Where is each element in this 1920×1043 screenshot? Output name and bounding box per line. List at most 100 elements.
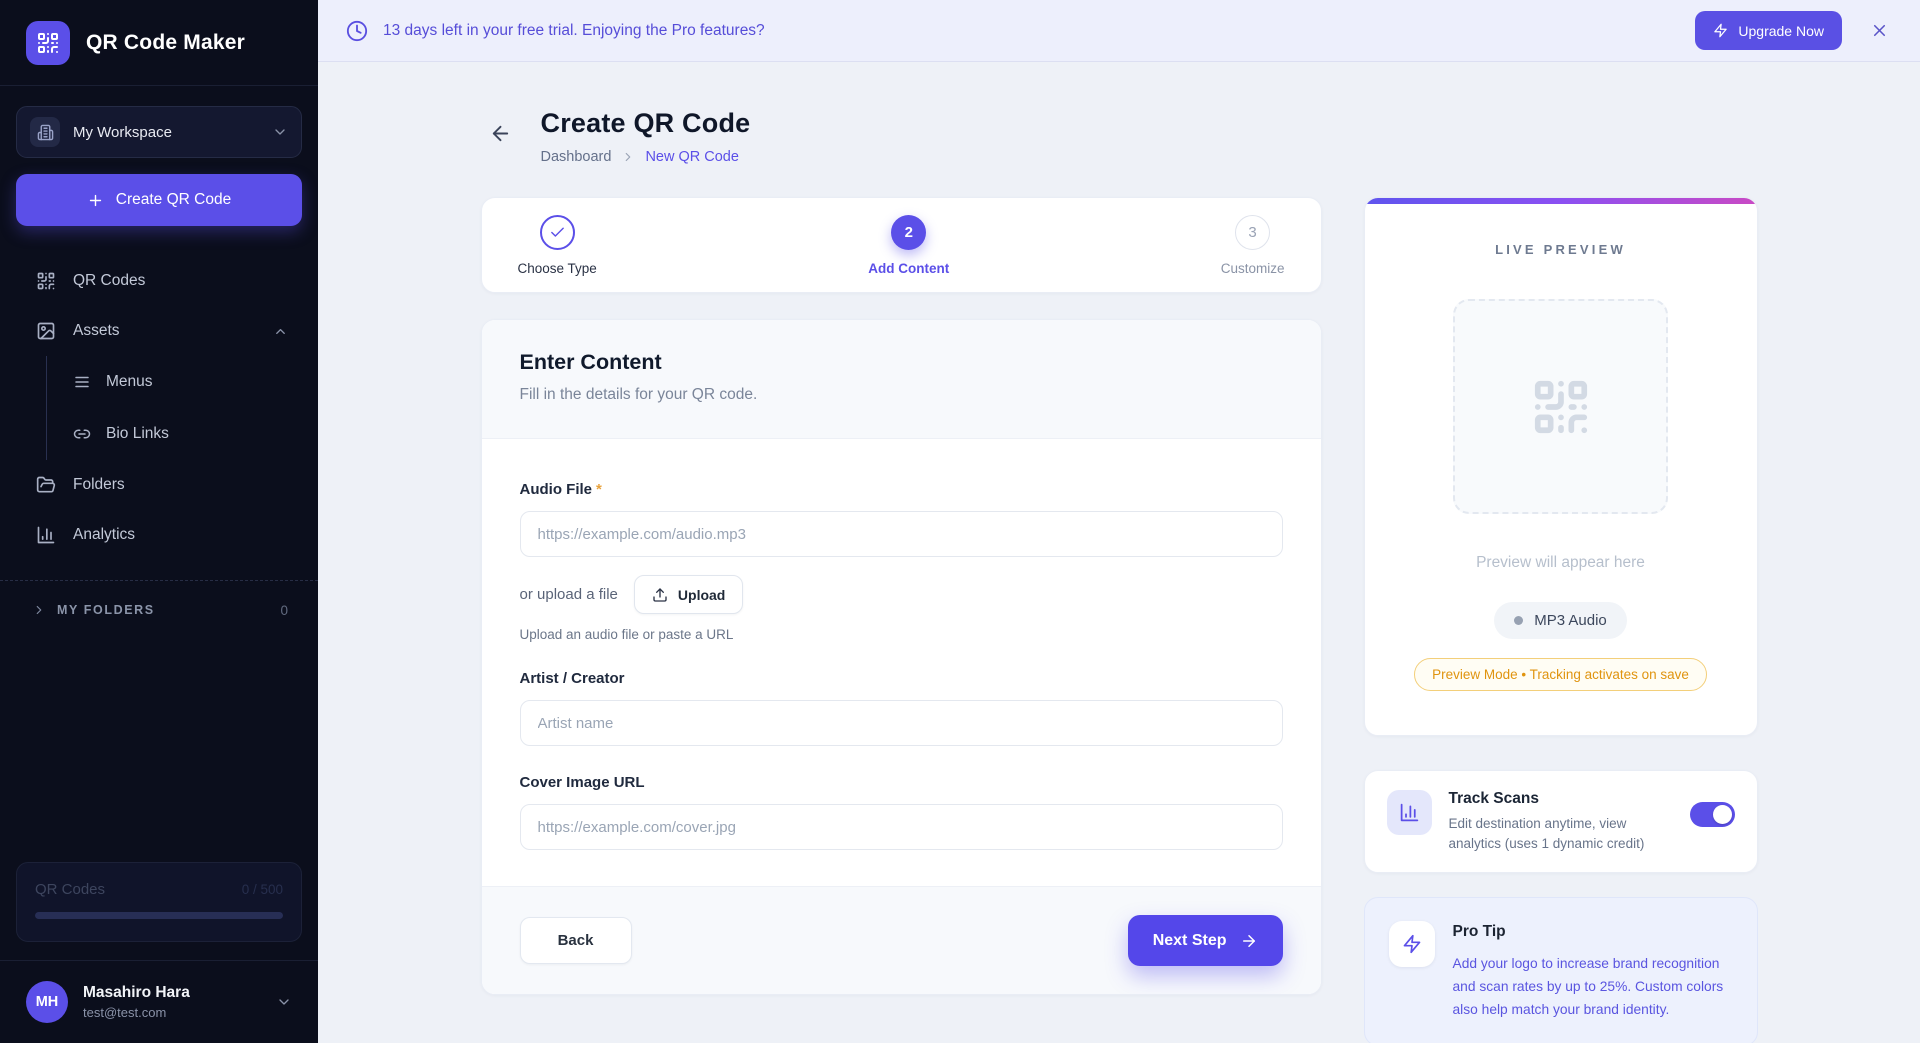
field-artist: Artist / Creator xyxy=(519,670,1283,746)
content-scroll: Create QR Code Dashboard New QR Code xyxy=(318,62,1920,1043)
next-step-button[interactable]: Next Step xyxy=(1127,915,1283,966)
arrow-left-icon xyxy=(492,125,508,141)
sidebar: QR Code Maker My Workspace Create QR Cod… xyxy=(0,0,318,1043)
sidebar-item-qr-codes[interactable]: QR Codes xyxy=(0,256,318,306)
preview-mode-badge: Preview Mode • Tracking activates on sav… xyxy=(1414,658,1707,691)
analytics-chart-icon xyxy=(1386,790,1432,835)
my-folders-count: 0 xyxy=(280,602,288,618)
live-preview-card: LIVE PREVIEW Preview will appear here MP… xyxy=(1363,197,1758,736)
lightning-icon xyxy=(1388,921,1435,968)
upgrade-now-button[interactable]: Upgrade Now xyxy=(1695,11,1842,50)
sidebar-divider xyxy=(0,580,318,581)
sidebar-item-label: Menus xyxy=(106,373,153,390)
cover-image-input[interactable] xyxy=(519,804,1283,850)
upload-button[interactable]: Upload xyxy=(633,575,744,614)
plus-icon xyxy=(89,194,101,206)
chevron-up-icon xyxy=(276,328,285,334)
trial-banner-text: 13 days left in your free trial. Enjoyin… xyxy=(383,21,765,39)
user-email: test@test.com xyxy=(83,1005,167,1020)
page-title: Create QR Code xyxy=(540,108,751,138)
step-add-content[interactable]: 2 Add Content xyxy=(868,214,950,276)
workspace-label: My Workspace xyxy=(73,123,172,141)
pro-tip-card: Pro Tip Add your logo to increase brand … xyxy=(1363,897,1758,1043)
sidebar-item-label: QR Codes xyxy=(73,272,146,289)
back-button[interactable]: Back xyxy=(519,917,632,964)
sidebar-item-label: Folders xyxy=(73,476,125,493)
breadcrumb: Dashboard New QR Code xyxy=(541,149,751,165)
usage-progress-bar xyxy=(35,912,283,919)
form-title: Enter Content xyxy=(519,350,662,374)
create-qr-code-label: Create QR Code xyxy=(115,191,232,208)
page-header: Create QR Code Dashboard New QR Code xyxy=(481,108,1758,165)
track-scans-description: Edit destination anytime, view analytics… xyxy=(1448,816,1645,851)
menu-list-icon xyxy=(75,376,89,388)
step-number-circle: 3 xyxy=(1235,214,1271,250)
live-preview-title: LIVE PREVIEW xyxy=(1495,242,1626,257)
form-subtitle: Fill in the details for your QR code. xyxy=(519,386,758,403)
link-icon xyxy=(73,429,91,439)
clock-icon xyxy=(346,20,368,41)
artist-input[interactable] xyxy=(519,700,1283,746)
my-folders-toggle[interactable]: MY FOLDERS 0 xyxy=(0,581,318,639)
sidebar-item-bio-links[interactable]: Bio Links xyxy=(73,408,318,460)
usage-label: QR Codes xyxy=(35,881,106,898)
sidebar-item-assets[interactable]: Assets xyxy=(0,306,318,356)
breadcrumb-dashboard[interactable]: Dashboard xyxy=(540,149,612,165)
app-title: QR Code Maker xyxy=(86,30,245,54)
toggle-knob xyxy=(1712,805,1732,824)
app-logo: QR Code Maker xyxy=(0,0,318,86)
form-header: Enter Content Fill in the details for yo… xyxy=(481,320,1321,439)
sidebar-nav: QR Codes Assets Menus Bio Links Folde xyxy=(0,256,318,560)
upload-button-label: Upload xyxy=(677,586,726,603)
step-label: Customize xyxy=(1220,260,1285,276)
step-choose-type[interactable]: Choose Type xyxy=(517,214,597,276)
track-scans-toggle[interactable] xyxy=(1689,802,1735,827)
sidebar-item-analytics[interactable]: Analytics xyxy=(0,510,318,560)
workspace-selector[interactable]: My Workspace xyxy=(16,106,302,158)
field-audio-file: Audio File* or upload a file Upload xyxy=(519,481,1283,642)
check-icon xyxy=(550,227,564,237)
sidebar-item-menus[interactable]: Menus xyxy=(73,356,318,408)
stepper: Choose Type 2 Add Content 3 Customize xyxy=(480,197,1322,293)
qr-type-label: MP3 Audio xyxy=(1534,612,1607,629)
arrow-right-icon xyxy=(1242,934,1255,947)
chevron-down-icon xyxy=(275,129,285,135)
back-arrow-button[interactable] xyxy=(489,118,519,148)
gradient-accent-bar xyxy=(1364,198,1757,204)
step-label: Choose Type xyxy=(517,260,597,276)
audio-file-label: Audio File * xyxy=(519,481,602,498)
track-scans-card: Track Scans Edit destination anytime, vi… xyxy=(1363,770,1758,874)
upload-prefix: or upload a file xyxy=(519,586,618,603)
lightning-icon xyxy=(1714,23,1728,38)
sidebar-item-folders[interactable]: Folders xyxy=(0,460,318,510)
usage-value: 0 / 500 xyxy=(241,882,283,897)
step-label: Add Content xyxy=(868,260,950,276)
audio-file-helper: Upload an audio file or paste a URL xyxy=(519,627,734,642)
sidebar-item-label: Assets xyxy=(73,322,120,339)
next-step-label: Next Step xyxy=(1152,931,1227,949)
form-footer: Back Next Step xyxy=(481,886,1321,994)
qr-code-icon xyxy=(37,272,55,290)
trial-banner: 13 days left in your free trial. Enjoyin… xyxy=(318,0,1920,62)
my-folders-label: MY FOLDERS xyxy=(57,603,155,617)
field-cover-image: Cover Image URL xyxy=(519,774,1283,850)
breadcrumb-current: New QR Code xyxy=(645,149,739,165)
step-customize[interactable]: 3 Customize xyxy=(1220,214,1285,276)
pro-tip-body: Add your logo to increase brand recognit… xyxy=(1452,956,1724,1018)
qr-code-icon xyxy=(1534,380,1587,433)
chevron-down-icon xyxy=(279,999,289,1005)
banner-close-button[interactable] xyxy=(1866,18,1892,44)
upgrade-now-label: Upgrade Now xyxy=(1738,22,1824,39)
qr-type-badge: MP3 Audio xyxy=(1494,602,1627,639)
step-number-circle: 2 xyxy=(891,214,927,250)
user-menu[interactable]: MH Masahiro Hara test@test.com xyxy=(0,960,318,1043)
form-body: Audio File* or upload a file Upload xyxy=(482,439,1321,886)
track-scans-title: Track Scans xyxy=(1448,790,1539,807)
usage-card: QR Codes 0 / 500 xyxy=(16,862,302,942)
sidebar-item-label: Analytics xyxy=(73,526,136,543)
audio-file-input[interactable] xyxy=(519,511,1283,557)
upload-row: or upload a file Upload xyxy=(520,575,1283,614)
create-qr-code-button[interactable]: Create QR Code xyxy=(16,174,302,226)
close-icon xyxy=(1873,24,1885,37)
